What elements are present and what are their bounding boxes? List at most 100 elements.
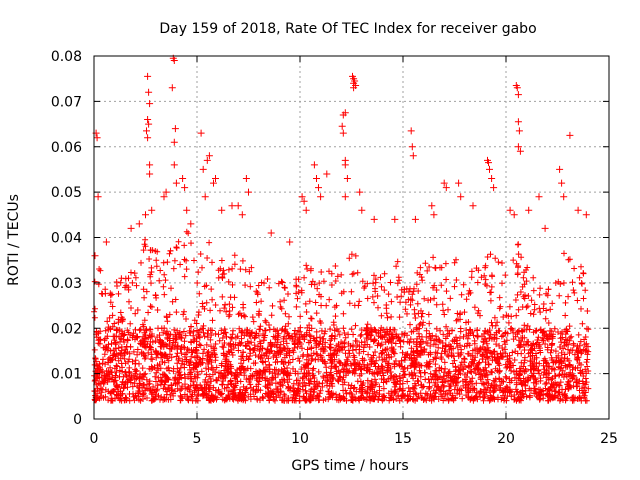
data-point <box>358 370 365 377</box>
data-point <box>214 377 221 384</box>
data-point <box>571 265 578 272</box>
data-point <box>181 338 188 345</box>
data-point <box>297 324 304 331</box>
data-point <box>390 346 397 353</box>
data-point <box>237 266 244 273</box>
data-point <box>580 295 587 302</box>
data-point <box>275 280 282 287</box>
data-point <box>442 365 449 372</box>
data-point <box>201 379 208 385</box>
data-point <box>149 247 156 254</box>
data-point <box>216 337 223 344</box>
data-point <box>473 265 480 272</box>
data-point <box>207 307 214 314</box>
data-point <box>250 318 257 325</box>
data-point <box>302 206 310 214</box>
data-point <box>234 202 242 210</box>
data-point <box>174 365 181 372</box>
data-point <box>135 220 143 228</box>
data-point <box>355 302 362 309</box>
data-point <box>113 279 120 285</box>
data-point <box>111 351 118 357</box>
data-point <box>376 391 383 398</box>
data-point <box>134 351 141 358</box>
data-point <box>558 339 565 346</box>
data-point <box>395 361 402 367</box>
data-point <box>212 354 219 361</box>
data-point <box>541 224 549 232</box>
data-point <box>370 352 377 359</box>
data-point <box>266 284 273 291</box>
data-point <box>297 313 304 320</box>
data-point <box>518 254 525 261</box>
data-point <box>506 364 513 371</box>
data-point <box>343 369 350 376</box>
data-point <box>133 282 140 289</box>
data-point <box>372 360 378 367</box>
data-point <box>410 360 417 367</box>
data-point <box>518 338 525 345</box>
data-point <box>451 259 458 266</box>
data-point <box>225 348 232 355</box>
data-point <box>568 333 575 340</box>
data-point <box>488 369 495 376</box>
data-point <box>496 387 503 394</box>
data-point <box>160 397 167 404</box>
data-point <box>290 349 297 356</box>
data-point <box>216 369 222 376</box>
data-point <box>134 307 141 313</box>
data-point <box>165 357 172 364</box>
data-point <box>513 260 520 267</box>
data-point <box>317 318 323 325</box>
data-point <box>391 215 399 223</box>
data-point <box>473 394 480 401</box>
data-point <box>296 397 303 404</box>
data-point <box>396 314 403 321</box>
data-point <box>194 374 201 381</box>
data-point <box>560 280 567 286</box>
data-point <box>166 367 173 374</box>
data-point <box>349 369 356 376</box>
data-point <box>570 394 577 401</box>
data-point <box>372 376 378 383</box>
data-point <box>461 359 468 366</box>
data-point <box>141 382 148 389</box>
data-point <box>427 337 434 343</box>
data-point <box>225 392 232 399</box>
data-point <box>555 395 562 402</box>
data-point <box>311 335 317 342</box>
data-point <box>448 350 455 356</box>
data-point <box>414 395 421 402</box>
data-point <box>546 387 552 393</box>
data-point <box>286 332 293 339</box>
data-point <box>147 387 154 394</box>
y-tick-label: 0.01 <box>51 367 82 383</box>
data-point <box>345 354 351 361</box>
data-point <box>491 331 498 338</box>
data-point <box>494 359 501 366</box>
data-point <box>579 385 585 392</box>
data-point <box>398 357 405 364</box>
data-point <box>551 366 558 373</box>
data-point <box>171 257 178 264</box>
data-point <box>332 263 339 269</box>
data-point <box>195 309 202 316</box>
data-point <box>218 362 225 369</box>
data-point <box>246 345 253 352</box>
data-point <box>209 296 216 303</box>
data-point <box>191 257 197 264</box>
data-point <box>511 374 518 381</box>
data-point <box>500 353 507 360</box>
data-point <box>142 370 149 377</box>
data-point <box>157 267 164 274</box>
data-point <box>208 332 215 339</box>
data-point <box>465 291 472 297</box>
data-point <box>242 342 249 349</box>
data-point <box>260 395 267 402</box>
data-point <box>311 281 318 288</box>
data-point <box>340 310 347 317</box>
data-point <box>379 357 386 363</box>
data-point <box>411 364 418 371</box>
data-point <box>176 375 183 382</box>
data-point <box>266 366 273 373</box>
